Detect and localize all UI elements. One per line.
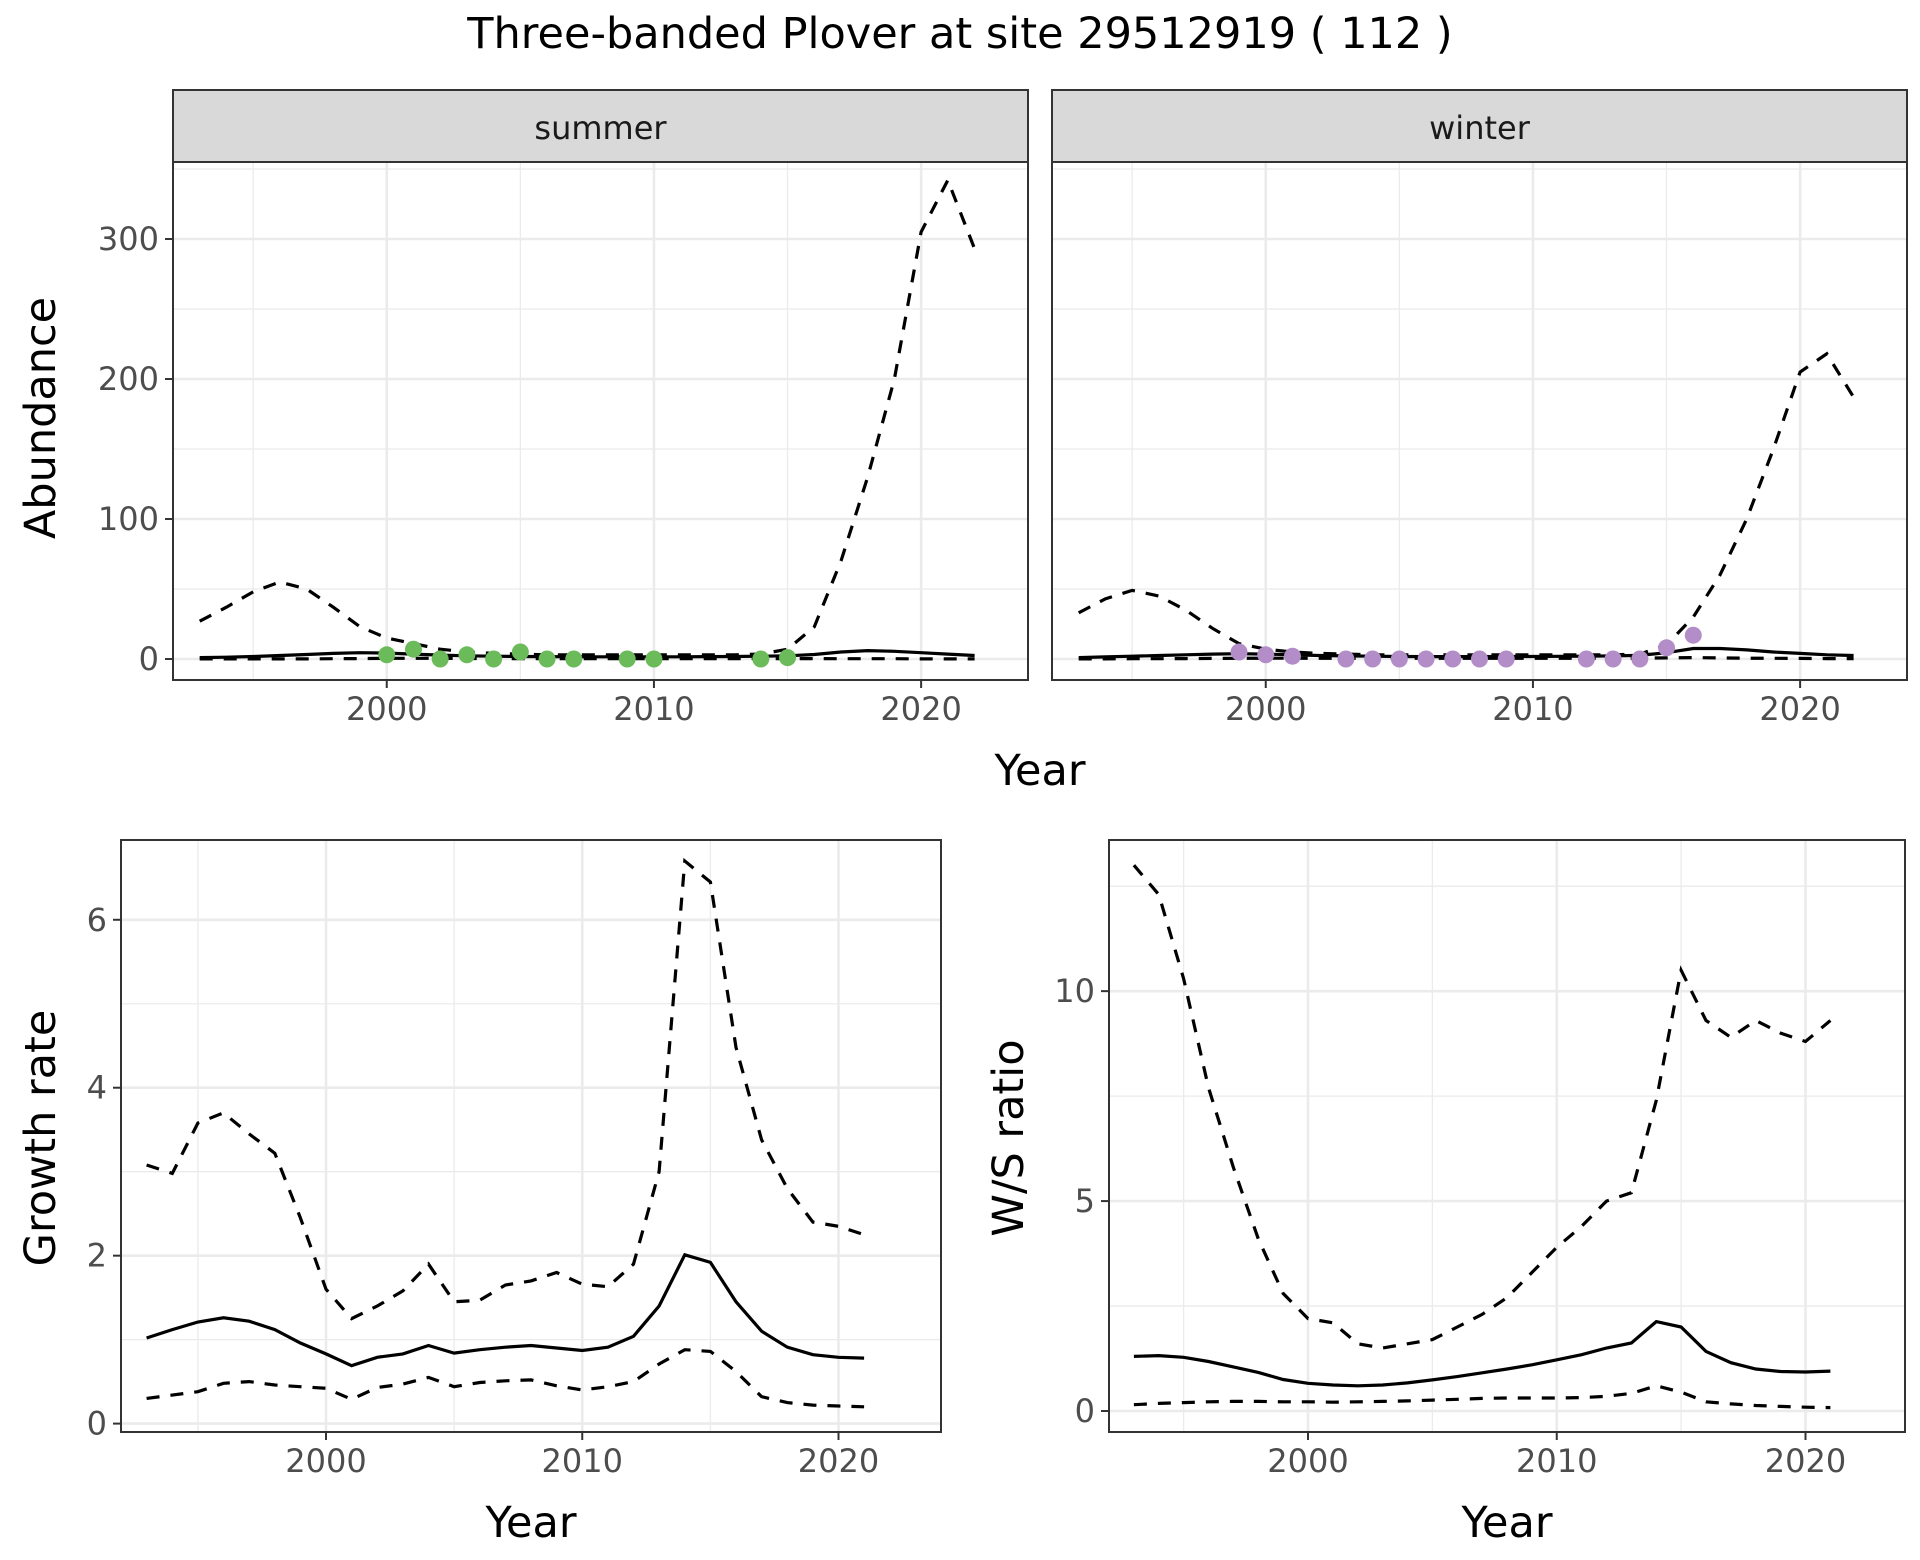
ws-upper-line bbox=[1132, 864, 1832, 1350]
summer-y-tick-label: 100 bbox=[98, 500, 159, 538]
ws-x-tick-label: 2020 bbox=[1765, 1442, 1846, 1480]
summer-lower-line bbox=[199, 656, 975, 661]
summer-y-tick-label: 300 bbox=[98, 220, 159, 258]
ws-estimate-line bbox=[1133, 1319, 1831, 1388]
growth-x-axis-title: Year bbox=[484, 1498, 576, 1548]
growth-panel-border bbox=[120, 839, 942, 1433]
winter-lower-line bbox=[1078, 655, 1854, 661]
summer-plot-area: 2000 2010 2020 0 100 200 300 bbox=[98, 161, 1029, 728]
growth-y-tick-label: 2 bbox=[87, 1237, 107, 1275]
summer-x-tick-label: 2010 bbox=[613, 690, 694, 728]
summer-observed-point bbox=[645, 650, 663, 668]
winter-observed-point bbox=[1444, 650, 1462, 668]
growth-rate-plot-area: 2000 2010 2020 0 2 4 6 bbox=[87, 839, 942, 1480]
ws-ratio-plot-area: 2000 2010 2020 0 5 10 bbox=[1054, 839, 1906, 1480]
summer-estimate-line bbox=[199, 648, 975, 660]
summer-observed-point bbox=[752, 650, 770, 668]
winter-observed-point bbox=[1497, 650, 1515, 668]
summer-strip-label: summer bbox=[534, 109, 667, 147]
winter-x-tick-label: 2000 bbox=[1225, 690, 1306, 728]
summer-observed-point bbox=[538, 650, 556, 668]
summer-strip bbox=[172, 89, 1029, 163]
winter-observed-point bbox=[1230, 643, 1248, 661]
winter-observed-point bbox=[1604, 650, 1622, 668]
growth-estimate-line bbox=[146, 1252, 865, 1368]
summer-observed-point bbox=[378, 646, 396, 664]
winter-observed-point bbox=[1337, 650, 1355, 668]
summer-y-tick-label: 0 bbox=[139, 640, 159, 678]
growth-x-tick-label: 2000 bbox=[285, 1442, 366, 1480]
winter-observed-point bbox=[1390, 650, 1408, 668]
summer-observed-point bbox=[458, 646, 476, 664]
winter-strip bbox=[1051, 89, 1908, 163]
winter-strip-label: winter bbox=[1429, 109, 1531, 147]
ws-ratio-panel: 2000 2010 2020 0 5 10 Year W/S ratio bbox=[984, 839, 1906, 1548]
summer-upper-line bbox=[198, 176, 977, 657]
ws-x-tick-label: 2000 bbox=[1267, 1442, 1348, 1480]
winter-x-tick-label: 2010 bbox=[1492, 690, 1573, 728]
ws-x-axis-title: Year bbox=[1460, 1498, 1552, 1548]
summer-observed-point bbox=[431, 650, 449, 668]
summer-x-tick-label: 2020 bbox=[880, 690, 961, 728]
winter-observed-point bbox=[1417, 650, 1435, 668]
growth-y-tick-label: 4 bbox=[87, 1069, 107, 1107]
growth-y-tick-label: 0 bbox=[87, 1405, 107, 1443]
growth-upper-line bbox=[146, 857, 865, 1321]
winter-plot-area: 2000 2010 2020 bbox=[1051, 161, 1908, 728]
growth-y-axis-title: Growth rate bbox=[16, 1010, 66, 1267]
ws-panel-border bbox=[1108, 839, 1906, 1433]
winter-observed-point bbox=[1471, 650, 1488, 668]
ws-x-tick-label: 2010 bbox=[1516, 1442, 1597, 1480]
winter-panel-border bbox=[1051, 161, 1908, 681]
summer-panel: summer 2000 2010 2020 0 100 200 300 bbox=[98, 89, 1029, 728]
figure-title: Three-banded Plover at site 29512919 ( 1… bbox=[466, 9, 1452, 59]
summer-observed-point bbox=[511, 643, 529, 661]
ws-y-tick-label: 10 bbox=[1054, 972, 1095, 1010]
summer-observed-point bbox=[485, 650, 503, 668]
winter-observed-point bbox=[1364, 650, 1382, 668]
growth-lower-line bbox=[146, 1348, 865, 1409]
winter-upper-line bbox=[1077, 351, 1855, 657]
growth-rate-panel: 2000 2010 2020 0 2 4 6 Year Growth rate bbox=[16, 839, 942, 1548]
summer-panel-border bbox=[172, 161, 1029, 681]
top-x-axis-title: Year bbox=[993, 746, 1085, 796]
winter-observed-point bbox=[1577, 650, 1595, 668]
ws-y-tick-label: 5 bbox=[1075, 1182, 1095, 1220]
summer-x-tick-label: 2000 bbox=[346, 690, 427, 728]
summer-observed-point bbox=[565, 650, 583, 668]
growth-x-tick-label: 2020 bbox=[798, 1442, 879, 1480]
winter-x-tick-label: 2020 bbox=[1759, 690, 1840, 728]
ws-lower-line bbox=[1133, 1384, 1831, 1410]
winter-observed-point bbox=[1257, 646, 1275, 664]
summer-observed-point bbox=[404, 640, 422, 658]
ws-y-tick-label: 0 bbox=[1075, 1392, 1095, 1430]
ws-y-axis-title: W/S ratio bbox=[984, 1039, 1034, 1236]
summer-observed-point bbox=[618, 650, 636, 668]
winter-observed-point bbox=[1631, 650, 1649, 668]
growth-x-tick-label: 2010 bbox=[542, 1442, 623, 1480]
winter-observed-point bbox=[1684, 626, 1702, 644]
winter-observed-point bbox=[1658, 639, 1676, 657]
winter-observed-point bbox=[1283, 647, 1301, 665]
winter-estimate-line bbox=[1078, 646, 1854, 660]
growth-y-tick-label: 6 bbox=[87, 901, 107, 939]
summer-y-tick-label: 200 bbox=[98, 360, 159, 398]
top-y-axis-title: Abundance bbox=[16, 297, 66, 539]
summer-observed-point bbox=[779, 649, 797, 667]
winter-panel: winter 2000 2010 2020 bbox=[1051, 89, 1908, 728]
